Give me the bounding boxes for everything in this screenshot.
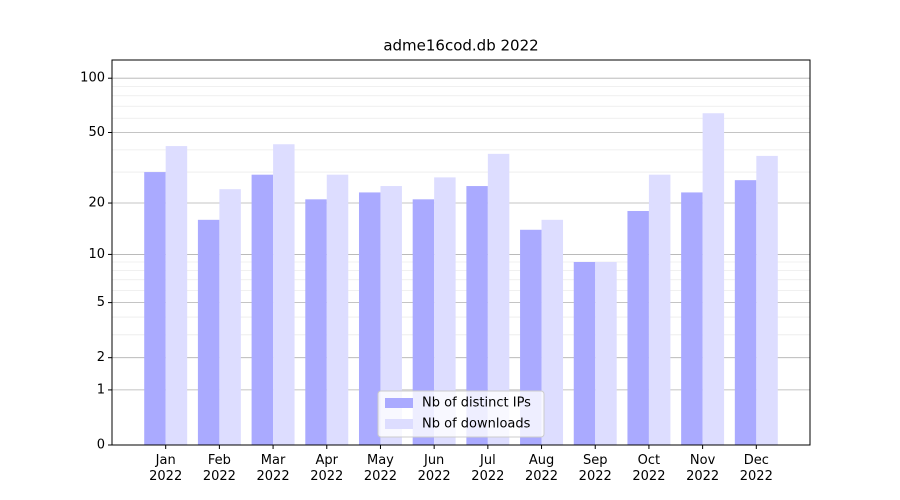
x-tick-label: Sep 2022 — [578, 453, 612, 484]
bar — [305, 199, 327, 445]
bar — [466, 186, 488, 445]
legend: Nb of distinct IPs Nb of downloads — [377, 390, 545, 438]
plot-frame — [111, 59, 811, 446]
x-tick-label: Aug 2022 — [524, 453, 559, 484]
y-tick-label: 0 — [97, 438, 105, 453]
bar — [412, 199, 435, 445]
y-tick-label: 5 — [97, 295, 105, 310]
legend-swatch — [385, 398, 413, 408]
bar — [380, 186, 402, 445]
bar — [573, 261, 596, 445]
x-tick-label: May 2022 — [363, 453, 397, 484]
bar — [541, 219, 564, 445]
legend-label: Nb of downloads — [422, 417, 531, 432]
bar — [144, 172, 166, 445]
x-tick-label: Mar 2022 — [256, 453, 290, 484]
bar — [487, 153, 510, 445]
bar — [595, 261, 617, 445]
bar — [219, 189, 241, 445]
x-tick-label: Jul 2022 — [471, 453, 505, 484]
x-tick-label: Apr 2022 — [310, 453, 344, 484]
legend-frame — [377, 390, 545, 438]
bar — [165, 146, 188, 445]
bar — [358, 192, 381, 445]
bar — [434, 177, 456, 445]
bar — [702, 113, 725, 446]
x-tick-label: Oct 2022 — [632, 453, 666, 484]
bar — [251, 174, 274, 445]
x-tick-label: Jan 2022 — [149, 453, 183, 484]
x-tick-label: Jun 2022 — [417, 453, 451, 484]
bar — [734, 180, 757, 445]
legend-swatch — [385, 419, 413, 429]
bar — [681, 192, 703, 445]
x-tick-label: Feb 2022 — [202, 453, 236, 484]
bar — [648, 174, 671, 445]
x-tick-label: Nov 2022 — [686, 453, 720, 484]
bar — [326, 174, 349, 445]
bar — [273, 144, 295, 445]
chart-title: adme16cod.db 2022 — [383, 37, 538, 55]
y-tick-label: 50 — [88, 125, 105, 140]
y-tick-label: 10 — [88, 247, 105, 262]
bar — [756, 155, 778, 445]
y-tick-label: 1 — [97, 382, 105, 397]
y-tick-label: 2 — [97, 350, 105, 365]
bar — [197, 219, 220, 445]
y-tick-label: 20 — [88, 196, 105, 211]
bar — [627, 210, 649, 445]
y-tick-label: 100 — [80, 71, 105, 86]
x-tick-label: Dec 2022 — [739, 453, 773, 484]
legend-label: Nb of distinct IPs — [422, 396, 531, 411]
